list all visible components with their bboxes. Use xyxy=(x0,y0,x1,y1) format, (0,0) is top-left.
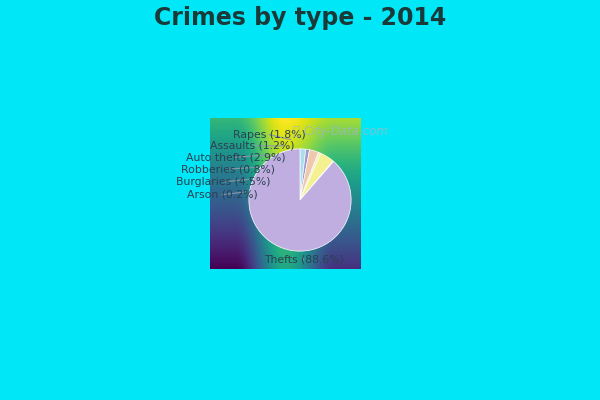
Text: Thefts (88.6%): Thefts (88.6%) xyxy=(264,255,344,265)
Text: Robberies (0.8%): Robberies (0.8%) xyxy=(181,164,275,174)
Text: ⓘ City-Data.com: ⓘ City-Data.com xyxy=(293,125,388,138)
Text: Assaults (1.2%): Assaults (1.2%) xyxy=(211,141,295,151)
Wedge shape xyxy=(300,152,321,200)
Wedge shape xyxy=(300,149,306,200)
Text: Burglaries (4.5%): Burglaries (4.5%) xyxy=(176,177,271,187)
Wedge shape xyxy=(249,149,351,251)
Wedge shape xyxy=(300,153,333,200)
Text: Arson (0.2%): Arson (0.2%) xyxy=(187,190,257,200)
Text: Rapes (1.8%): Rapes (1.8%) xyxy=(233,130,305,140)
Text: Crimes by type - 2014: Crimes by type - 2014 xyxy=(154,6,446,30)
Text: Auto thefts (2.9%): Auto thefts (2.9%) xyxy=(185,152,285,162)
Wedge shape xyxy=(300,150,319,200)
Wedge shape xyxy=(300,161,334,200)
Wedge shape xyxy=(300,149,310,200)
